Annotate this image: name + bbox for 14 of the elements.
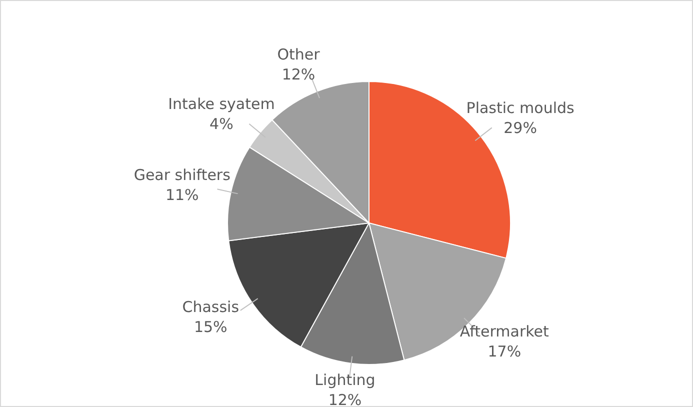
data-label: 17% <box>488 342 522 361</box>
data-label: 12% <box>328 391 362 407</box>
data-label: 15% <box>194 318 228 336</box>
slice-label: Chassis <box>182 298 240 316</box>
data-label: 11% <box>165 186 199 204</box>
slice-label: Intake syatem <box>168 94 275 113</box>
slice-label: Aftermarket <box>460 322 550 341</box>
slice-label: Other <box>277 45 321 64</box>
data-label: 12% <box>282 65 316 84</box>
slice-label: Lighting <box>314 371 376 390</box>
slice-label: Plastic moulds <box>466 99 575 118</box>
data-label: 29% <box>504 119 537 138</box>
slice-label: Gear shifters <box>134 166 231 184</box>
data-label: 4% <box>210 114 234 133</box>
